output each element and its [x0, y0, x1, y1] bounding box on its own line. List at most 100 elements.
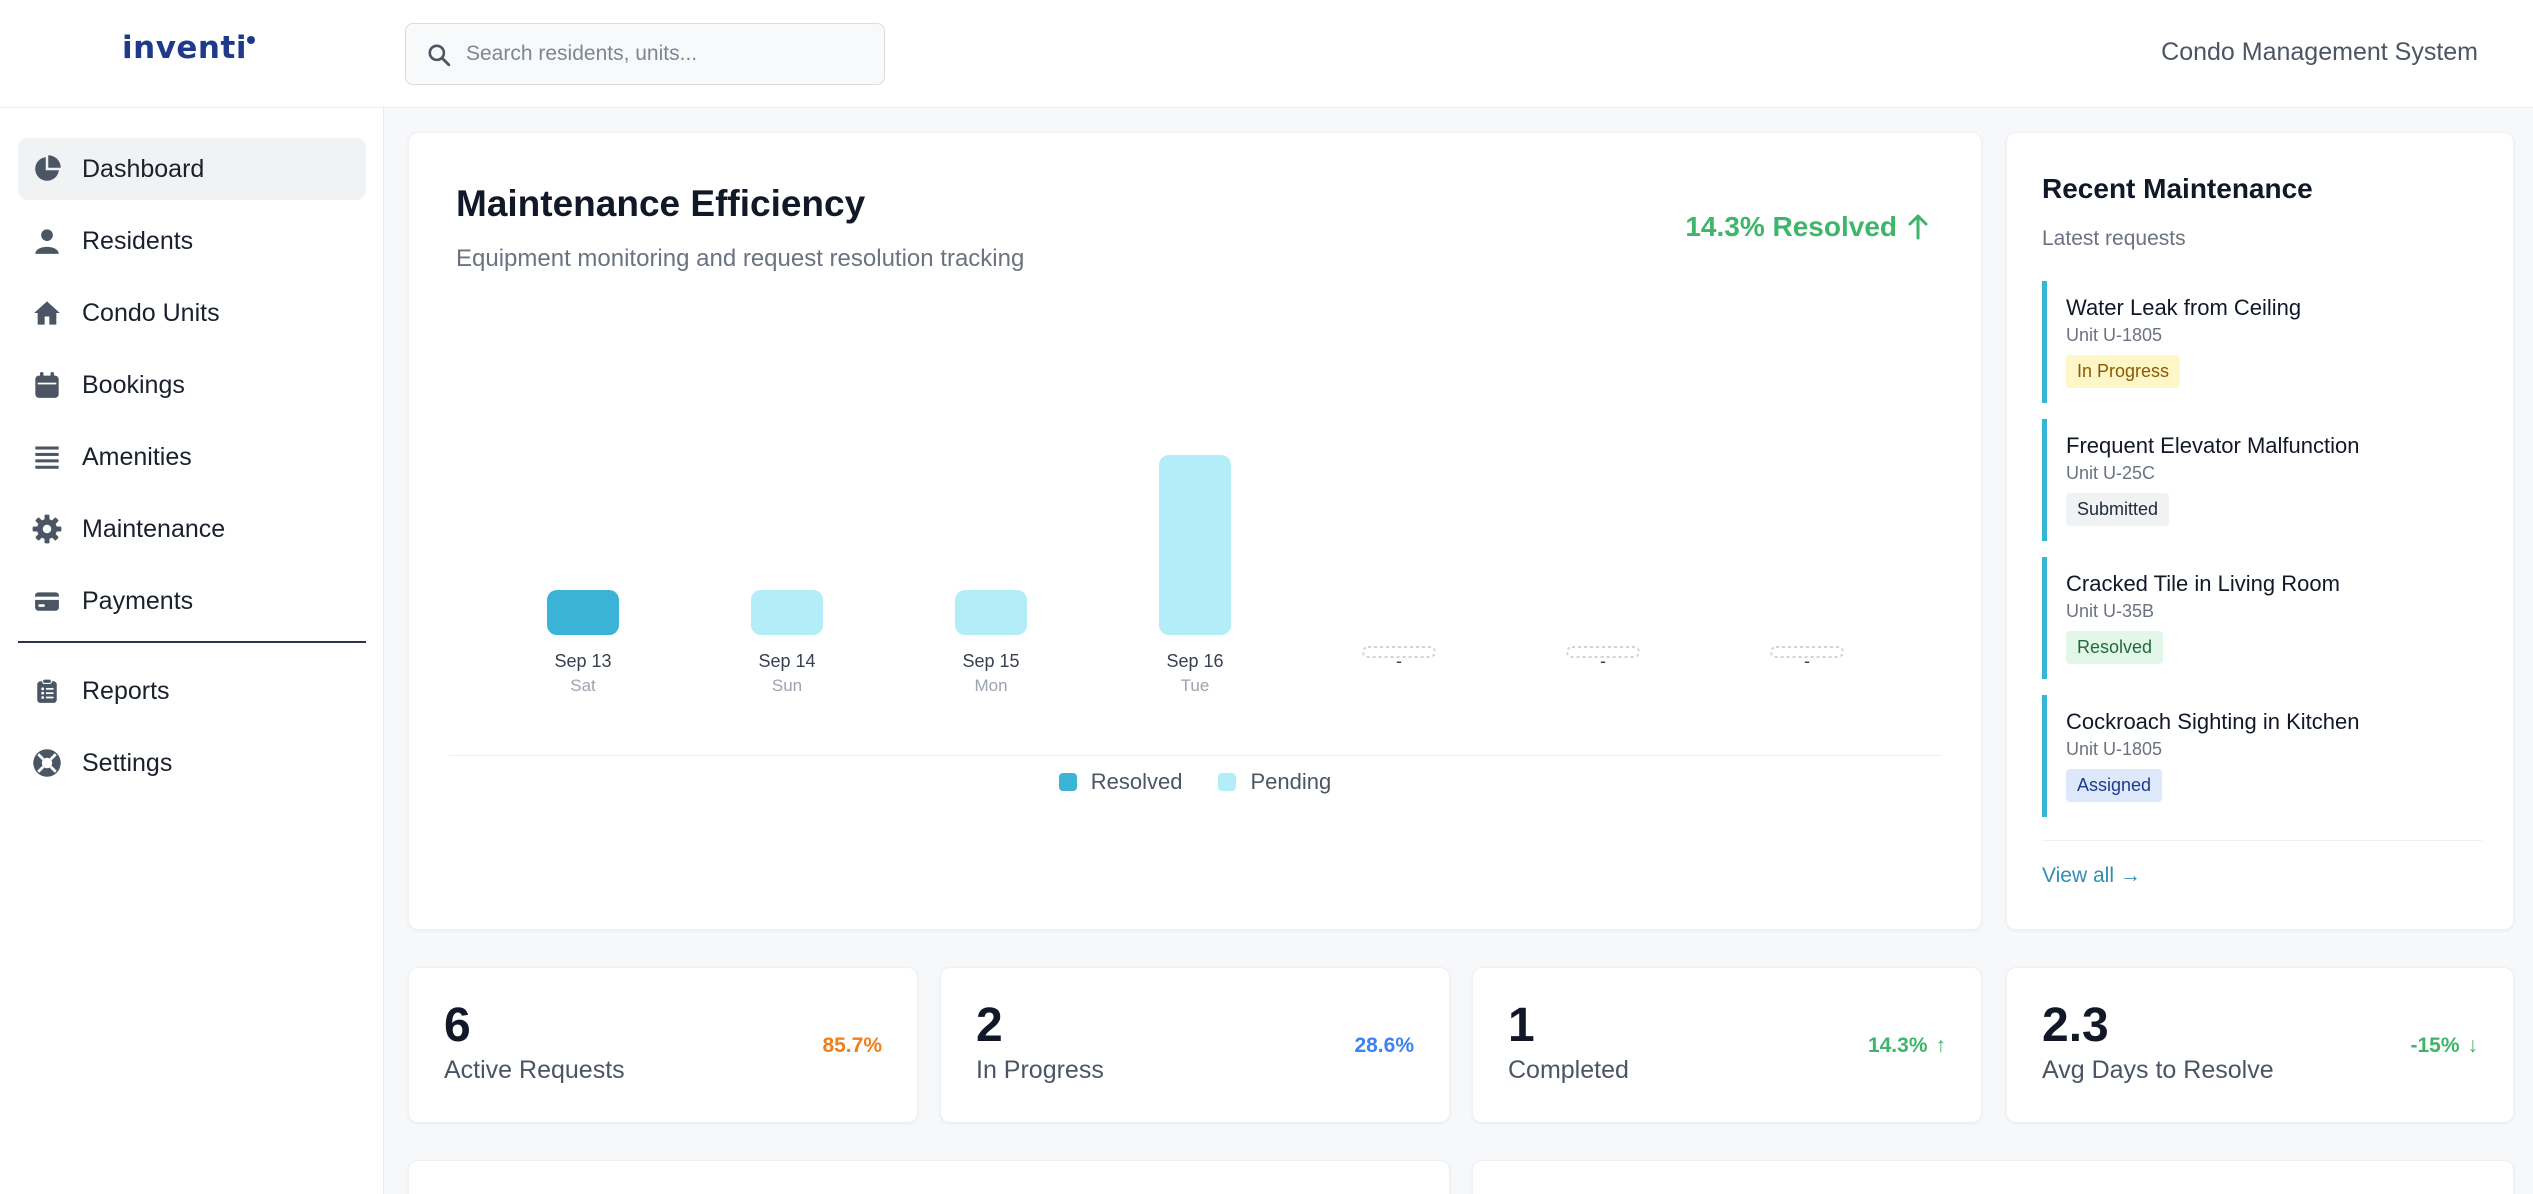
sidebar-item-label: Amenities: [82, 442, 192, 471]
bar-pending[interactable]: [1159, 455, 1231, 635]
stat-change-value: 85.7%: [822, 1034, 882, 1057]
bar-pending[interactable]: [751, 590, 823, 635]
legend-swatch: [1218, 773, 1237, 791]
sidebar-item-label: Reports: [82, 676, 170, 705]
empty-bar-placeholder: [1566, 646, 1640, 658]
maintenance-request-item[interactable]: Cracked Tile in Living Room Unit U-35B R…: [2042, 557, 2482, 679]
sidebar-item-label: Payments: [82, 586, 194, 615]
status-badge: In Progress: [2066, 355, 2181, 388]
logo-dot: [246, 36, 255, 44]
card-divider: [2042, 840, 2482, 841]
stat-value: 2.3: [2042, 999, 2109, 1052]
stat-change: -15% ↓: [2410, 1034, 2478, 1058]
maintenance-efficiency-card: Maintenance Efficiency Equipment monitor…: [408, 132, 1982, 930]
card-subtitle: Equipment monitoring and request resolut…: [456, 245, 1025, 272]
x-tick-sublabel: Mon: [974, 676, 1007, 695]
bottom-card-right: [1472, 1160, 2514, 1194]
x-tick-sublabel: Sun: [772, 676, 802, 695]
stat-card-avg-days[interactable]: 2.3 Avg Days to Resolve -15% ↓: [2006, 967, 2514, 1123]
sidebar-item-condo-units[interactable]: Condo Units: [18, 282, 366, 344]
card-title: Maintenance Efficiency: [456, 183, 866, 224]
stat-change-value: -15%: [2410, 1034, 2460, 1057]
search-input[interactable]: [466, 36, 866, 72]
stat-change-value: 28.6%: [1354, 1034, 1414, 1057]
sidebar-item-dashboard[interactable]: Dashboard: [18, 138, 366, 200]
sidebar-item-label: Dashboard: [82, 154, 205, 183]
stat-value: 1: [1508, 999, 1535, 1052]
pie-chart-icon: [30, 152, 64, 186]
stat-value: 2: [976, 999, 1003, 1052]
maintenance-request-item[interactable]: Water Leak from Ceiling Unit U-1805 In P…: [2042, 281, 2482, 403]
empty-bar-placeholder: [1770, 646, 1844, 658]
x-tick-label: -: [1804, 651, 1810, 671]
request-unit: Unit U-35B: [2066, 601, 2155, 621]
card-subtitle: Latest requests: [2042, 227, 2186, 250]
x-tick-label: Sep 13: [554, 651, 611, 671]
x-tick-label: -: [1396, 651, 1402, 671]
sidebar-item-amenities[interactable]: Amenities: [18, 426, 366, 488]
request-unit: Unit U-25C: [2066, 463, 2156, 483]
sidebar-item-residents[interactable]: Residents: [18, 210, 366, 272]
search-box[interactable]: [405, 23, 885, 85]
logo-text: inventi: [122, 30, 247, 66]
maintenance-request-item[interactable]: Cockroach Sighting in Kitchen Unit U-180…: [2042, 695, 2482, 817]
request-title: Cracked Tile in Living Room: [2066, 571, 2340, 596]
view-all-link[interactable]: View all →: [2042, 864, 2141, 887]
bar-chart: Sep 13 Sat Sep 14 Sun Sep 15 Mon Sep 16 Tue - - -: [547, 455, 1844, 695]
card-title: Recent Maintenance: [2042, 173, 2313, 204]
x-tick-label: Sep 14: [758, 651, 815, 671]
resolved-percentage: 14.3% Resolved: [1685, 211, 1929, 243]
bottom-card-left: [408, 1160, 1450, 1194]
sidebar-item-label: Bookings: [82, 370, 185, 399]
status-badge: Assigned: [2066, 769, 2163, 802]
stat-value: 6: [444, 999, 471, 1052]
user-icon: [30, 224, 64, 258]
sidebar-item-label: Residents: [82, 226, 194, 255]
bar-resolved[interactable]: [547, 590, 619, 635]
x-tick-label: Sep 15: [962, 651, 1019, 671]
stat-change: 14.3% ↑: [1868, 1034, 1946, 1058]
stat-label: Active Requests: [444, 1056, 625, 1084]
status-badge: Submitted: [2066, 493, 2170, 526]
stat-label: Completed: [1508, 1056, 1629, 1084]
x-tick-label: Sep 16: [1166, 651, 1223, 671]
life-ring-icon: [30, 746, 64, 780]
brand-logo[interactable]: inventi: [122, 30, 255, 66]
recent-maintenance-card: Recent Maintenance Latest requests Water…: [2006, 132, 2514, 930]
search-icon: [428, 44, 451, 67]
gear-icon: [30, 512, 64, 546]
credit-card-icon: [30, 584, 64, 618]
request-title: Water Leak from Ceiling: [2066, 295, 2302, 320]
sidebar-item-label: Maintenance: [82, 514, 226, 543]
request-unit: Unit U-1805: [2066, 739, 2163, 759]
stat-label: Avg Days to Resolve: [2042, 1056, 2274, 1084]
home-icon: [30, 296, 64, 330]
resolved-label: 14.3% Resolved: [1685, 211, 1897, 242]
chart-legend: Resolved Pending: [409, 769, 1981, 795]
stat-change-value: 14.3%: [1867, 1034, 1928, 1057]
arrow-up-icon: ↑: [1935, 1034, 1947, 1057]
sidebar-item-bookings[interactable]: Bookings: [18, 354, 366, 416]
stat-card-completed[interactable]: 1 Completed 14.3% ↑: [1472, 967, 1982, 1123]
maintenance-request-item[interactable]: Frequent Elevator Malfunction Unit U-25C…: [2042, 419, 2482, 541]
sidebar-item-settings[interactable]: Settings: [18, 732, 366, 794]
stat-change: 28.6%: [1354, 1034, 1414, 1058]
x-tick-sublabel: Sat: [570, 676, 596, 695]
legend-label: Resolved: [1090, 769, 1183, 794]
legend-swatch: [1058, 773, 1077, 791]
stat-change: 85.7%: [822, 1034, 882, 1058]
sidebar-item-payments[interactable]: Payments: [18, 570, 366, 632]
chart-divider: [449, 755, 1941, 756]
stat-card-active-requests[interactable]: 6 Active Requests 85.7%: [408, 967, 918, 1123]
legend-label: Pending: [1250, 769, 1332, 794]
sidebar-item-reports[interactable]: Reports: [18, 660, 366, 722]
sidebar-item-maintenance[interactable]: Maintenance: [18, 498, 366, 560]
legend-item-resolved[interactable]: Resolved: [1058, 769, 1183, 795]
legend-item-pending[interactable]: Pending: [1218, 769, 1331, 795]
request-title: Frequent Elevator Malfunction: [2066, 433, 2360, 458]
stat-card-in-progress[interactable]: 2 In Progress 28.6%: [940, 967, 1450, 1123]
clipboard-icon: [30, 674, 64, 708]
arrow-up-icon: [1908, 214, 1928, 240]
sidebar-item-label: Settings: [82, 748, 173, 777]
bar-pending[interactable]: [955, 590, 1027, 635]
